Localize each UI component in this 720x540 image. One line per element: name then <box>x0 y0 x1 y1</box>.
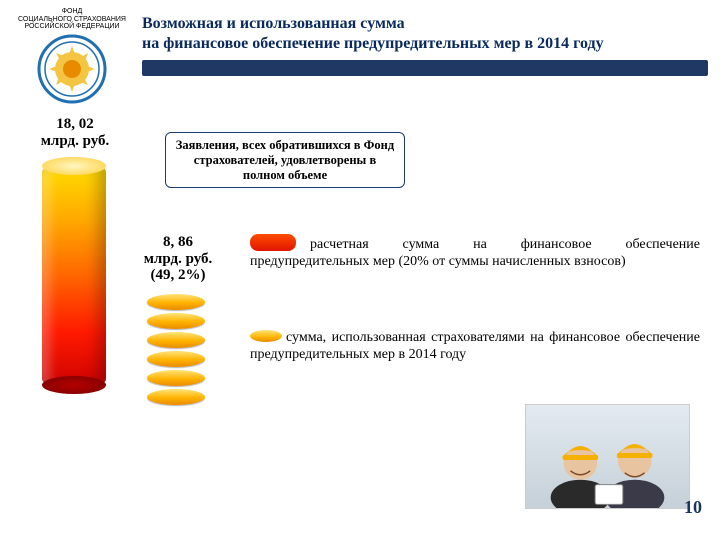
bar-small-unit: млрд. руб. <box>144 251 213 267</box>
callout-box: Заявления, всех обратившихся в Фонд стра… <box>165 132 405 188</box>
bar-big-label: 18, 02 млрд. руб. <box>30 116 120 149</box>
org-line1: ФОНД <box>62 8 83 15</box>
legend-swatch-gold-icon <box>250 330 282 342</box>
content-area: 18, 02 млрд. руб. Заявления, всех обрати… <box>0 104 720 524</box>
bar-big-cylinder <box>42 162 106 389</box>
workers-photo <box>525 404 690 509</box>
org-name: ФОНД СОЦИАЛЬНОГО СТРАХОВАНИЯ РОССИЙСКОЙ … <box>12 8 132 31</box>
org-block: ФОНД СОЦИАЛЬНОГО СТРАХОВАНИЯ РОССИЙСКОЙ … <box>12 8 132 104</box>
title-underline-bar <box>142 60 708 76</box>
callout-text: Заявления, всех обратившихся в Фонд стра… <box>176 138 394 182</box>
fss-logo-icon <box>37 34 107 104</box>
legend-text-1: расчетная сумма на финансовое обеспечени… <box>250 237 700 269</box>
bar-small-value: 8, 86 <box>163 234 193 250</box>
page-title: Возможная и использованная сумма на фина… <box>142 14 708 58</box>
legend-swatch-red-icon <box>250 234 296 251</box>
org-line2: СОЦИАЛЬНОГО СТРАХОВАНИЯ <box>18 16 126 23</box>
coin-disc-icon <box>147 313 205 329</box>
coin-disc-icon <box>147 332 205 348</box>
page-number: 10 <box>684 497 702 518</box>
bar-small-pct: (49, 2%) <box>151 267 206 283</box>
coin-disc-icon <box>147 351 205 367</box>
bar-small-stack <box>147 294 205 408</box>
coin-disc-icon <box>147 370 205 386</box>
bar-small-label: 8, 86 млрд. руб. (49, 2%) <box>133 234 223 284</box>
header: ФОНД СОЦИАЛЬНОГО СТРАХОВАНИЯ РОССИЙСКОЙ … <box>0 0 720 104</box>
title-block: Возможная и использованная сумма на фина… <box>142 8 708 76</box>
title-line1: Возможная и использованная сумма <box>142 15 405 32</box>
coin-disc-icon <box>147 389 205 405</box>
bar-big-unit: млрд. руб. <box>41 133 110 149</box>
org-line3: РОССИЙСКОЙ ФЕДЕРАЦИИ <box>24 23 119 30</box>
title-line2: на финансовое обеспечение предупредитель… <box>142 35 604 52</box>
legend-item-2: сумма, использованная страхователями на … <box>250 329 700 363</box>
bar-big-value: 18, 02 <box>56 116 94 132</box>
legend-text-2: сумма, использованная страхователями на … <box>250 330 700 362</box>
legend-item-1: расчетная сумма на финансовое обеспечени… <box>250 234 700 270</box>
coin-disc-icon <box>147 294 205 310</box>
